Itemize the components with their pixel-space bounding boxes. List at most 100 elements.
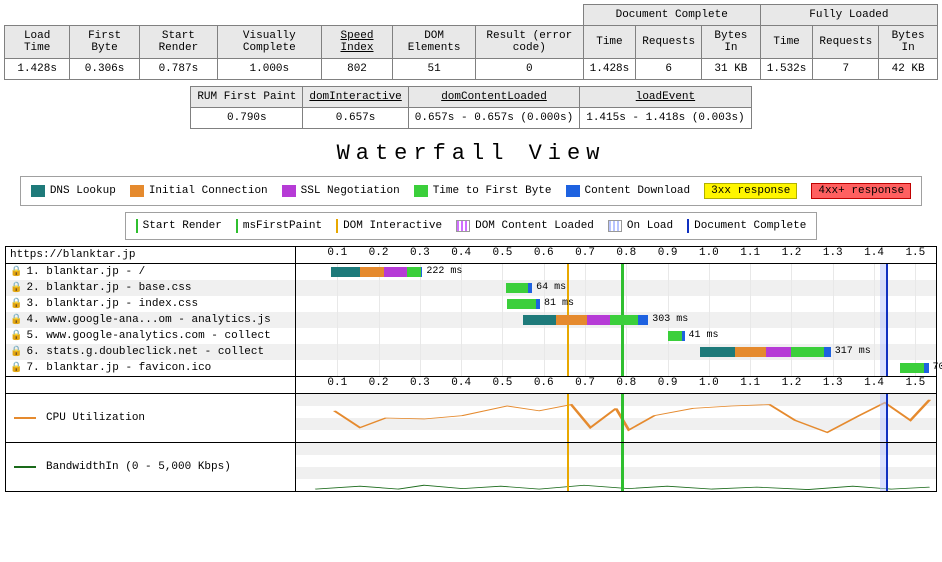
time-tick: 0.4	[451, 247, 471, 259]
column-header: Time	[760, 26, 813, 59]
metric-value: 42 KB	[879, 59, 938, 80]
phase-ssl	[384, 267, 407, 277]
metric-value: 802	[321, 59, 392, 80]
phase-ssl	[587, 315, 610, 325]
time-tick: 1.1	[740, 247, 760, 259]
legend-item: Initial Connection	[130, 185, 268, 197]
legend-item: SSL Negotiation	[282, 185, 400, 197]
time-tick: 1.0	[699, 247, 719, 259]
column-header: Requests	[636, 26, 702, 59]
metric-value: 0	[475, 59, 583, 80]
bandwidth-chart[interactable]	[296, 443, 936, 491]
legend-tag: 4xx+ response	[811, 183, 911, 199]
time-tick: 1.0	[699, 377, 719, 389]
request-row[interactable]: 🔒1. blanktar.jp - /	[6, 264, 295, 280]
metric-value: 51	[393, 59, 476, 80]
request-row[interactable]: 🔒2. blanktar.jp - base.css	[6, 280, 295, 296]
request-bar[interactable]: 303 ms	[523, 315, 648, 325]
phase-dns	[523, 315, 556, 325]
phase-conn	[360, 267, 385, 277]
phase-ttfb	[407, 267, 421, 277]
metric-value: 1.415s - 1.418s (0.003s)	[580, 108, 751, 129]
column-header: Bytes In	[702, 26, 761, 59]
phase-conn	[556, 315, 587, 325]
phase-download	[824, 347, 830, 357]
metric-value: 1.532s	[760, 59, 813, 80]
request-label: 1. blanktar.jp - /	[26, 266, 145, 278]
phase-ttfb	[900, 363, 925, 373]
time-tick: 1.5	[905, 247, 925, 259]
duration-label: 222 ms	[426, 266, 462, 277]
request-label: 5. www.google-analytics.com - collect	[26, 330, 270, 342]
column-header: DOM Elements	[393, 26, 476, 59]
request-row[interactable]: 🔒 5. www.google-analytics.com - collect	[6, 328, 295, 344]
phase-ssl	[766, 347, 791, 357]
waterfall-chart[interactable]: 222 ms64 ms81 ms303 ms41 ms317 ms70 ms	[296, 264, 936, 376]
metrics-summary-table: Document CompleteFully Loaded Load TimeF…	[4, 4, 938, 80]
phase-dns	[700, 347, 735, 357]
request-bar[interactable]: 64 ms	[506, 283, 532, 293]
time-tick: 0.1	[327, 247, 347, 259]
phase-download	[682, 331, 684, 341]
request-row[interactable]: 🔒3. blanktar.jp - index.css	[6, 296, 295, 312]
waterfall-url: https://blanktar.jp	[6, 247, 296, 263]
time-tick: 1.2	[782, 247, 802, 259]
metric-value: 1.428s	[583, 59, 636, 80]
time-tick: 0.6	[534, 247, 554, 259]
time-tick: 0.9	[658, 247, 678, 259]
request-bar[interactable]: 41 ms	[668, 331, 685, 341]
phase-download	[638, 315, 648, 325]
metric-value: 6	[636, 59, 702, 80]
legend-phases: DNS Lookup Initial Connection SSL Negotiat…	[20, 176, 922, 206]
legend-item: DNS Lookup	[31, 185, 116, 197]
legend-item: msFirstPaint	[236, 219, 322, 233]
lock-icon: 🔒	[10, 346, 22, 358]
time-tick: 0.7	[575, 377, 595, 389]
time-tick: 0.8	[616, 377, 636, 389]
event-marker	[567, 394, 569, 442]
event-marker	[567, 443, 569, 491]
time-tick: 0.7	[575, 247, 595, 259]
event-marker	[621, 394, 624, 442]
time-tick: 0.3	[410, 377, 430, 389]
time-tick: 1.2	[782, 377, 802, 389]
request-row[interactable]: 🔒7. blanktar.jp - favicon.ico	[6, 360, 295, 376]
request-row[interactable]: 🔒 6. stats.g.doubleclick.net - collect	[6, 344, 295, 360]
request-label: 6. stats.g.doubleclick.net - collect	[26, 346, 264, 358]
phase-ttfb	[610, 315, 638, 325]
legend-item: Time to First Byte	[414, 185, 552, 197]
metric-value: 0.787s	[139, 59, 217, 80]
time-tick: 0.5	[493, 377, 513, 389]
phase-download	[536, 299, 540, 309]
request-bar[interactable]: 70 ms	[900, 363, 929, 373]
cpu-label: CPU Utilization	[6, 394, 296, 442]
request-label: 4. www.google-ana...om - analytics.js	[26, 314, 270, 326]
column-header: Result (error code)	[475, 26, 583, 59]
legend-item: DOM Content Loaded	[456, 220, 594, 232]
lock-icon: 🔒	[10, 330, 22, 342]
request-bar[interactable]: 222 ms	[331, 267, 423, 277]
duration-label: 303 ms	[652, 314, 688, 325]
legend-item: Start Render	[136, 219, 222, 233]
metric-value: 0.657s	[303, 108, 408, 129]
request-row[interactable]: 🔒 4. www.google-ana...om - analytics.js	[6, 312, 295, 328]
request-bar[interactable]: 81 ms	[507, 299, 540, 309]
metric-value: 31 KB	[702, 59, 761, 80]
metric-value: 0.657s - 0.657s (0.000s)	[408, 108, 579, 129]
lock-icon: 🔒	[10, 314, 22, 326]
column-header: domContentLoaded	[408, 87, 579, 108]
duration-label: 41 ms	[689, 330, 719, 341]
request-bar[interactable]: 317 ms	[700, 347, 831, 357]
event-marker	[621, 443, 624, 491]
time-tick: 0.3	[410, 247, 430, 259]
metrics-timing-table: RUM First PaintdomInteractivedomContentL…	[190, 86, 751, 129]
legend-item: On Load	[608, 220, 673, 232]
waterfall-container: https://blanktar.jp 0.10.20.30.40.50.60.…	[5, 246, 937, 492]
cpu-chart[interactable]	[296, 394, 936, 442]
request-label: 7. blanktar.jp - favicon.ico	[26, 362, 211, 374]
metric-value: 1.428s	[5, 59, 70, 80]
column-header: Load Time	[5, 26, 70, 59]
time-tick: 0.5	[493, 247, 513, 259]
request-label: 2. blanktar.jp - base.css	[26, 282, 191, 294]
event-marker	[886, 443, 888, 491]
